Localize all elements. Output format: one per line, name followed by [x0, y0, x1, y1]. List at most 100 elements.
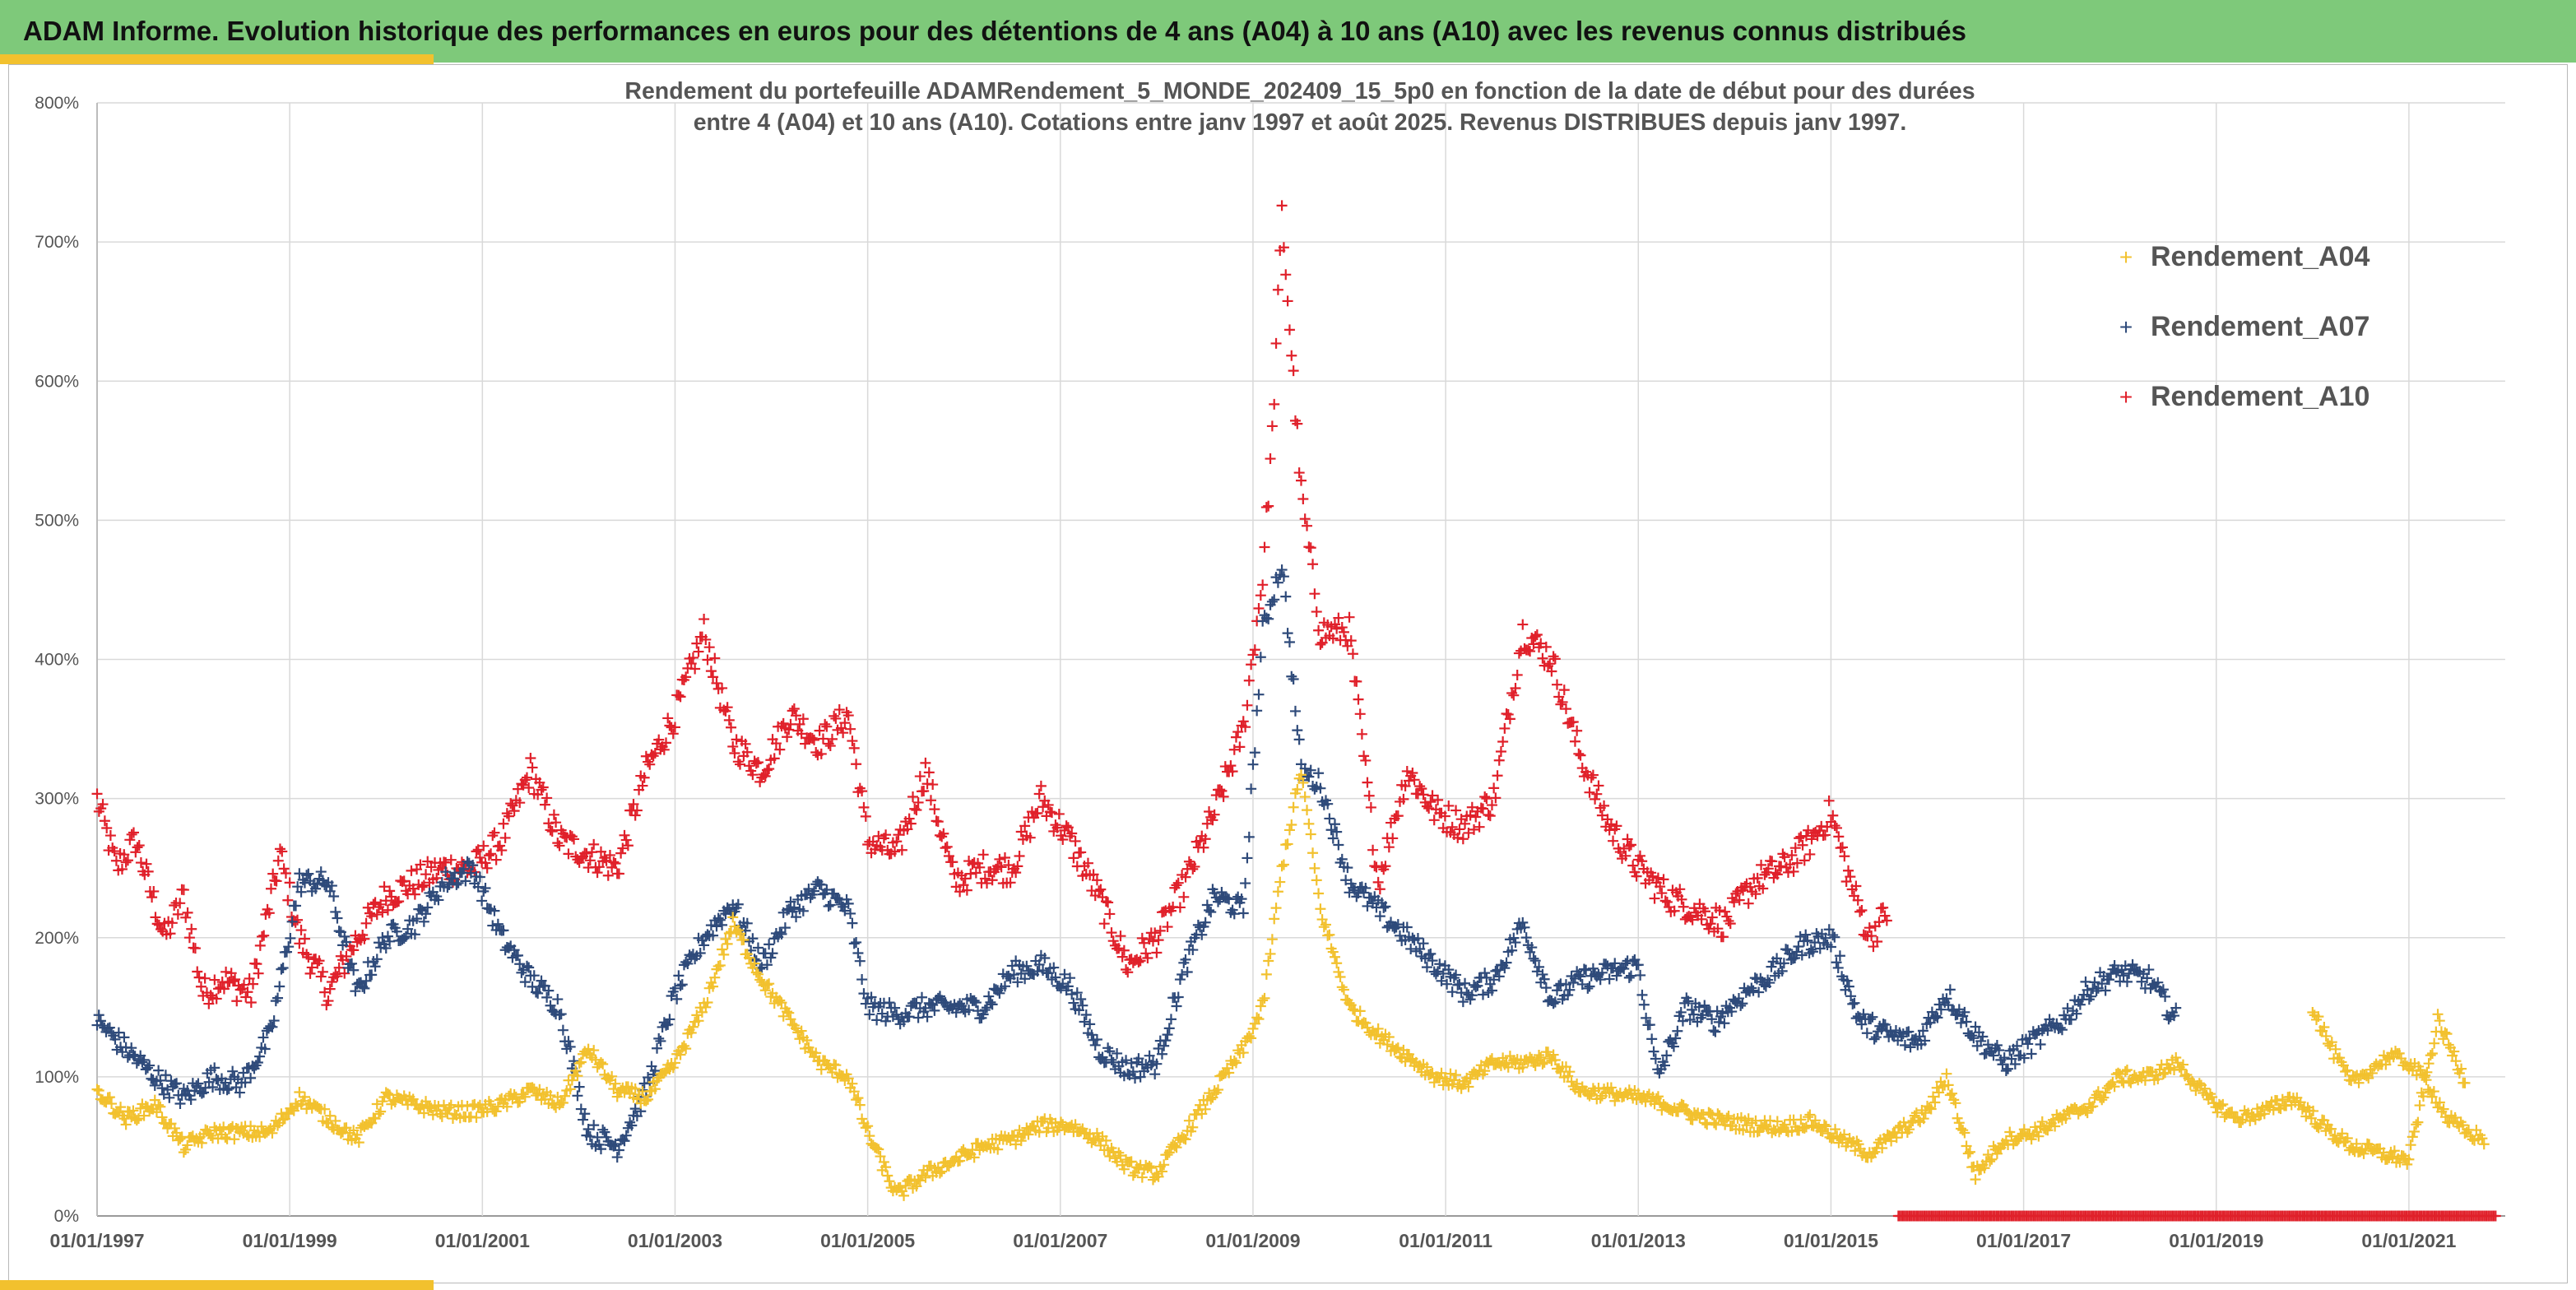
- point-a10: [1720, 906, 1731, 917]
- point-a04: [1228, 1055, 1240, 1066]
- point-a10: [667, 728, 679, 740]
- point-a10: [445, 854, 457, 865]
- point-a04: [785, 1014, 796, 1025]
- point-a07: [512, 949, 523, 961]
- point-a10: [222, 977, 234, 988]
- point-a10: [1525, 646, 1536, 657]
- point-a07: [643, 1072, 654, 1084]
- point-a04: [619, 1087, 630, 1098]
- point-a10: [416, 881, 428, 893]
- point-a10: [1543, 660, 1554, 671]
- point-a10: [702, 654, 713, 666]
- point-a07: [1849, 997, 1860, 1009]
- point-a10: [806, 732, 818, 744]
- point-a10: [166, 917, 178, 929]
- point-a07: [93, 1009, 104, 1021]
- point-a07: [341, 936, 352, 948]
- point-a10: [717, 682, 728, 694]
- point-a04: [1809, 1115, 1821, 1126]
- point-a10: [838, 727, 849, 739]
- point-a07: [1540, 982, 1552, 994]
- point-a07: [1172, 991, 1184, 1003]
- point-a10: [489, 827, 500, 838]
- x-tick-label: 01/01/1999: [243, 1230, 337, 1251]
- point-a04: [514, 1096, 526, 1107]
- point-a07: [1646, 1033, 1658, 1045]
- point-a07: [1266, 596, 1278, 607]
- point-a10: [588, 838, 600, 850]
- point-a04: [2098, 1092, 2110, 1103]
- point-a04: [2231, 1111, 2243, 1123]
- point-a07: [979, 1005, 991, 1016]
- point-a10: [1307, 559, 1319, 570]
- point-a10: [723, 714, 735, 726]
- point-a10: [629, 810, 641, 821]
- point-a07: [917, 991, 927, 1003]
- point-a07: [1537, 968, 1548, 980]
- accent-bar-top: [0, 54, 434, 64]
- point-a10: [703, 642, 715, 653]
- point-a10: [1618, 842, 1630, 854]
- point-a04: [2296, 1103, 2308, 1115]
- point-a10: [1331, 623, 1343, 634]
- point-a10: [172, 908, 183, 920]
- point-a10: [1121, 963, 1132, 975]
- point-a04: [1163, 1147, 1175, 1158]
- point-a07: [2089, 977, 2100, 988]
- point-a10: [1363, 790, 1375, 801]
- point-a10: [1050, 819, 1061, 831]
- point-a04: [564, 1084, 576, 1095]
- point-a07: [1065, 972, 1076, 984]
- point-a07: [2143, 964, 2155, 976]
- point-a04: [545, 1089, 556, 1101]
- point-a04: [752, 968, 764, 980]
- point-a07: [317, 875, 328, 886]
- point-a07: [1205, 907, 1217, 918]
- chart-title-line-2: entre 4 (A04) et 10 ans (A10). Cotations…: [693, 109, 1907, 136]
- point-a04: [353, 1137, 364, 1148]
- point-a07: [357, 981, 369, 992]
- point-a07: [1378, 902, 1390, 913]
- point-a10: [1035, 780, 1047, 791]
- point-a04: [900, 1180, 912, 1191]
- point-a10: [546, 825, 558, 837]
- point-a10: [1786, 849, 1798, 861]
- point-a10: [830, 712, 842, 724]
- point-a04: [738, 934, 750, 945]
- point-a10: [1100, 896, 1112, 907]
- point-a10: [764, 763, 775, 775]
- point-a07: [1488, 974, 1500, 986]
- point-a04: [1436, 1067, 1447, 1079]
- point-a10: [478, 840, 490, 851]
- point-a10: [124, 834, 136, 846]
- point-a10: [566, 831, 578, 842]
- point-a10: [1567, 717, 1579, 728]
- point-a10: [552, 838, 564, 849]
- point-a04: [1292, 784, 1303, 796]
- point-a07: [1693, 1001, 1705, 1013]
- point-a10: [1866, 930, 1877, 942]
- point-a07: [1144, 1050, 1155, 1061]
- point-a10: [1555, 698, 1566, 710]
- point-a07: [230, 1082, 242, 1093]
- point-a07: [1336, 853, 1348, 865]
- point-a10: [941, 841, 953, 852]
- point-a10: [1634, 850, 1645, 861]
- point-a10: [420, 869, 432, 880]
- point-a07: [2110, 967, 2122, 978]
- point-a10: [1836, 842, 1848, 853]
- point-a07: [504, 942, 515, 954]
- point-a04: [229, 1134, 240, 1145]
- point-a04: [205, 1130, 216, 1141]
- point-a10: [929, 804, 940, 815]
- point-a10: [1204, 805, 1215, 817]
- point-a07: [611, 1152, 623, 1163]
- point-a07: [220, 1077, 231, 1088]
- point-a10: [1623, 841, 1635, 852]
- point-a10: [1797, 839, 1808, 851]
- point-a04: [815, 1064, 827, 1075]
- point-a04: [1571, 1078, 1583, 1089]
- point-a07: [671, 993, 683, 1005]
- point-a10: [519, 774, 531, 786]
- point-a07: [2121, 976, 2133, 987]
